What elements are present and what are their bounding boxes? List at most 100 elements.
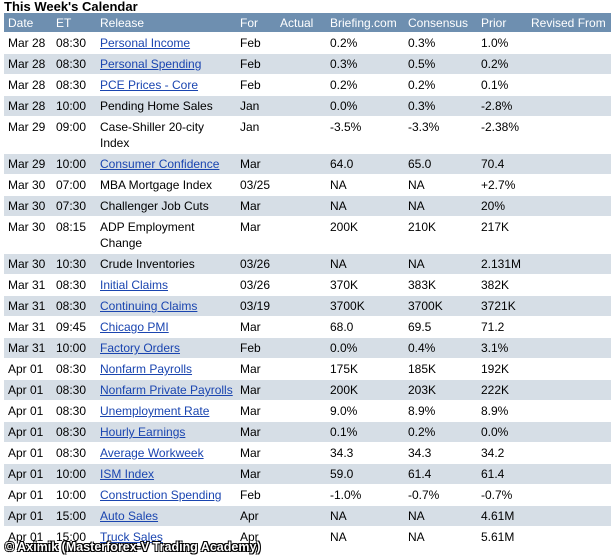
release-link[interactable]: Unemployment Rate (100, 404, 210, 418)
cell-prior: -2.8% (477, 95, 527, 117)
cell-time: 10:00 (52, 95, 96, 117)
cell-release: Challenger Job Cuts (96, 195, 236, 217)
table-row: Mar 29 09:00 Case-Shiller 20-city Index Jan… (4, 116, 611, 154)
release-link[interactable]: Construction Spending (100, 488, 222, 502)
cell-briefing: -1.0% (326, 484, 404, 506)
cell-date: Mar 30 (4, 195, 52, 217)
cell-release: Consumer Confidence (96, 153, 236, 175)
cell-actual (276, 400, 326, 422)
cell-revised-from (527, 316, 611, 338)
cell-for: Feb (236, 32, 276, 54)
release-link[interactable]: Auto Sales (100, 509, 159, 523)
cell-actual (276, 358, 326, 380)
cell-time: 08:30 (52, 358, 96, 380)
cell-actual (276, 463, 326, 485)
cell-for: 03/19 (236, 295, 276, 317)
release-link[interactable]: Personal Spending (100, 57, 202, 71)
cell-prior: 70.4 (477, 153, 527, 175)
cell-briefing: 370K (326, 274, 404, 296)
cell-release: PCE Prices - Core (96, 74, 236, 96)
cell-prior: 0.0% (477, 421, 527, 443)
cell-revised-from (527, 358, 611, 380)
release-link[interactable]: Initial Claims (100, 278, 169, 292)
cell-release: Nonfarm Private Payrolls (96, 379, 236, 401)
release-link[interactable]: Hourly Earnings (100, 425, 186, 439)
cell-consensus: 0.2% (404, 421, 477, 443)
cell-date: Apr 01 (4, 442, 52, 464)
cell-for: Mar (236, 153, 276, 175)
cell-date: Apr 01 (4, 358, 52, 380)
cell-date: Mar 31 (4, 337, 52, 359)
cell-revised-from (527, 195, 611, 217)
cell-briefing: NA (326, 174, 404, 196)
release-link[interactable]: PCE Prices - Core (100, 78, 199, 92)
cell-actual (276, 526, 326, 548)
column-header-release: Release (96, 13, 236, 33)
cell-prior: 3721K (477, 295, 527, 317)
cell-for: Feb (236, 484, 276, 506)
release-link[interactable]: ISM Index (100, 467, 155, 481)
cell-consensus: -0.7% (404, 484, 477, 506)
table-row: Apr 01 08:30 Nonfarm Private Payrolls Mar 20… (4, 379, 611, 401)
cell-time: 08:30 (52, 379, 96, 401)
cell-time: 07:00 (52, 174, 96, 196)
release-link[interactable]: Nonfarm Private Payrolls (100, 383, 233, 397)
cell-date: Apr 01 (4, 400, 52, 422)
release-link[interactable]: Nonfarm Payrolls (100, 362, 193, 376)
cell-consensus: 0.3% (404, 32, 477, 54)
cell-release: Factory Orders (96, 337, 236, 359)
cell-release: Auto Sales (96, 505, 236, 527)
release-link[interactable]: Chicago PMI (100, 320, 169, 334)
column-header-date: Date (4, 13, 52, 33)
cell-revised-from (527, 53, 611, 75)
cell-revised-from (527, 505, 611, 527)
cell-revised-from (527, 253, 611, 275)
cell-for: Mar (236, 358, 276, 380)
cell-prior: 222K (477, 379, 527, 401)
cell-release: Unemployment Rate (96, 400, 236, 422)
cell-revised-from (527, 484, 611, 506)
cell-briefing: 59.0 (326, 463, 404, 485)
cell-prior: 0.1% (477, 74, 527, 96)
cell-actual (276, 253, 326, 275)
cell-for: Mar (236, 463, 276, 485)
table-row: Mar 30 07:00 MBA Mortgage Index 03/25 NA NA +2… (4, 174, 611, 196)
release-link[interactable]: Personal Income (100, 36, 191, 50)
cell-time: 10:30 (52, 253, 96, 275)
cell-briefing: 9.0% (326, 400, 404, 422)
cell-release: Truck Sales (96, 526, 236, 548)
release-link[interactable]: Factory Orders (100, 341, 181, 355)
cell-actual (276, 274, 326, 296)
cell-revised-from (527, 174, 611, 196)
release-link[interactable]: Consumer Confidence (100, 157, 220, 171)
cell-briefing: 34.3 (326, 442, 404, 464)
cell-revised-from (527, 463, 611, 485)
release-link[interactable]: Continuing Claims (100, 299, 198, 313)
cell-consensus: 185K (404, 358, 477, 380)
cell-for: Feb (236, 337, 276, 359)
table-row: Apr 01 08:30 Nonfarm Payrolls Mar 175K 185K 19… (4, 358, 611, 380)
table-row: Mar 31 08:30 Initial Claims 03/26 370K 383K 38… (4, 274, 611, 296)
table-row: Mar 30 07:30 Challenger Job Cuts Mar NA NA 20% (4, 195, 611, 217)
cell-release: Construction Spending (96, 484, 236, 506)
cell-actual (276, 337, 326, 359)
cell-actual (276, 421, 326, 443)
cell-date: Mar 28 (4, 32, 52, 54)
cell-prior: -0.7% (477, 484, 527, 506)
table-row: Apr 01 08:30 Unemployment Rate Mar 9.0% 8.9% 8… (4, 400, 611, 422)
release-link[interactable]: Truck Sales (100, 530, 163, 544)
cell-revised-from (527, 216, 611, 254)
table-row: Apr 01 15:00 Truck Sales Apr NA NA 5.61M (4, 526, 611, 548)
cell-release: Hourly Earnings (96, 421, 236, 443)
cell-time: 15:00 (52, 505, 96, 527)
cell-consensus: 210K (404, 216, 477, 254)
cell-date: Apr 01 (4, 379, 52, 401)
cell-release: Personal Income (96, 32, 236, 54)
cell-release: Personal Spending (96, 53, 236, 75)
cell-time: 10:00 (52, 153, 96, 175)
cell-date: Mar 29 (4, 116, 52, 154)
cell-prior: 217K (477, 216, 527, 254)
release-link[interactable]: Average Workweek (100, 446, 204, 460)
column-header-actual: Actual (276, 13, 326, 33)
cell-actual (276, 484, 326, 506)
